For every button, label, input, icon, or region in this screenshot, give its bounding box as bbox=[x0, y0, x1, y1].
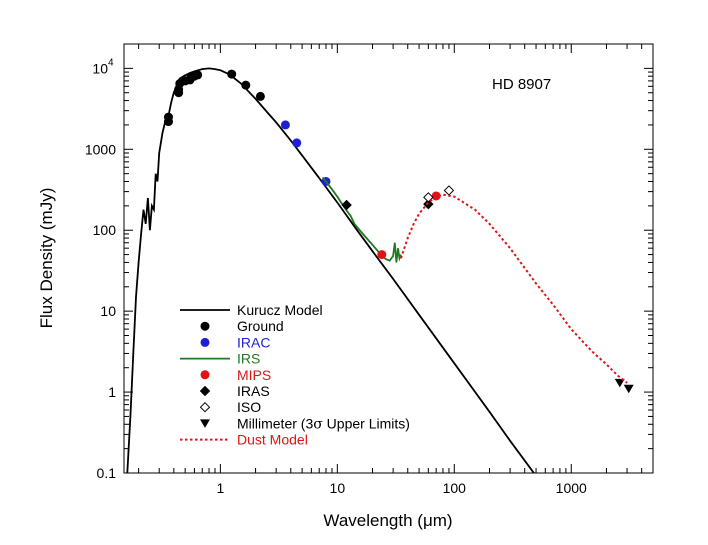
data-point bbox=[614, 378, 625, 388]
y-tick-label: 100 bbox=[93, 222, 117, 238]
data-point bbox=[255, 91, 265, 101]
legend-label-suffix: Upper Limits) bbox=[323, 415, 410, 431]
data-point bbox=[423, 198, 434, 210]
x-tick-label: 10 bbox=[330, 480, 346, 496]
legend-swatch bbox=[200, 370, 210, 380]
legend-label: IRAC bbox=[237, 334, 270, 350]
legend-label: ISO bbox=[237, 399, 261, 415]
legend-label: Millimeter (3σ Upper Limits) bbox=[237, 415, 410, 432]
legend-item: IRAC bbox=[200, 334, 270, 350]
legend-swatch bbox=[199, 401, 211, 413]
x-tick-label: 1000 bbox=[556, 480, 587, 496]
data-point bbox=[227, 69, 237, 79]
series-line bbox=[400, 193, 628, 384]
legend-swatch bbox=[200, 419, 210, 428]
x-tick-label: 100 bbox=[443, 480, 467, 496]
series-iso bbox=[423, 185, 455, 203]
series-iras bbox=[341, 198, 434, 211]
data-point bbox=[377, 250, 387, 260]
legend-swatch bbox=[199, 385, 211, 397]
legend-swatch bbox=[200, 337, 210, 347]
data-point bbox=[341, 199, 352, 211]
x-tick-label: 1 bbox=[216, 480, 224, 496]
chart-annotation: HD 8907 bbox=[492, 76, 551, 93]
series-line bbox=[321, 176, 402, 263]
data-point bbox=[280, 120, 290, 130]
data-point bbox=[292, 138, 302, 148]
data-point bbox=[623, 384, 634, 394]
data-point bbox=[443, 185, 455, 196]
x-axis-ticks: 1 10 100 1000 bbox=[138, 44, 654, 496]
y-tick-label: 1 bbox=[108, 384, 116, 400]
legend-item: ISO bbox=[199, 399, 261, 415]
series-layer bbox=[126, 67, 634, 473]
y-axis-ticks: 0.1 1 10 100 1000 bbox=[85, 43, 653, 481]
series-dust-model bbox=[400, 193, 628, 384]
x-axis-title: Wavelength (μm) bbox=[323, 511, 452, 530]
legend-label: Ground bbox=[237, 318, 284, 334]
y-top-tick-label: 10 4 bbox=[92, 57, 114, 76]
legend-item: MIPS bbox=[200, 367, 271, 383]
plot-frame bbox=[123, 43, 654, 474]
series-ground bbox=[163, 69, 265, 127]
legend-label: IRAS bbox=[237, 383, 270, 399]
legend-label: IRS bbox=[237, 351, 260, 367]
legend-item: IRAS bbox=[199, 383, 270, 399]
series-millimeter-3-upper-limits- bbox=[614, 378, 634, 394]
legend-item: Ground bbox=[200, 318, 284, 334]
series-mips bbox=[377, 191, 441, 260]
legend-label: Kurucz Model bbox=[237, 302, 323, 318]
y-tick-label-10000-exponent: 4 bbox=[108, 57, 114, 68]
y-axis-title: Flux Density (mJy) bbox=[37, 188, 56, 329]
legend-label: MIPS bbox=[237, 367, 271, 383]
y-tick-label: 1000 bbox=[85, 141, 116, 157]
y-tick-label: 10 bbox=[100, 303, 116, 319]
x-axis-title-suffix: ) bbox=[447, 511, 453, 530]
y-tick-label: 0.1 bbox=[97, 465, 117, 481]
legend: Kurucz ModelGroundIRACIRSMIPSIRASISOMill… bbox=[180, 302, 410, 448]
y-tick-label-10000-base: 10 bbox=[92, 60, 108, 76]
series-irac bbox=[280, 120, 331, 186]
legend-label: Dust Model bbox=[237, 432, 308, 448]
data-point bbox=[193, 70, 203, 80]
legend-item: Millimeter (3σ Upper Limits) bbox=[200, 415, 410, 432]
data-point bbox=[431, 191, 441, 201]
x-axis-title-prefix: Wavelength ( bbox=[323, 511, 423, 530]
legend-label-sigma: σ bbox=[313, 416, 323, 432]
x-axis-title-unit: μm bbox=[423, 511, 447, 530]
data-point bbox=[241, 80, 251, 90]
legend-label-prefix: Millimeter (3 bbox=[237, 415, 313, 431]
series-irs bbox=[321, 176, 402, 263]
legend-item: Dust Model bbox=[180, 432, 308, 448]
legend-item: Kurucz Model bbox=[180, 302, 323, 318]
legend-item: IRS bbox=[180, 351, 260, 367]
data-point bbox=[163, 112, 173, 122]
legend-swatch bbox=[200, 321, 210, 331]
